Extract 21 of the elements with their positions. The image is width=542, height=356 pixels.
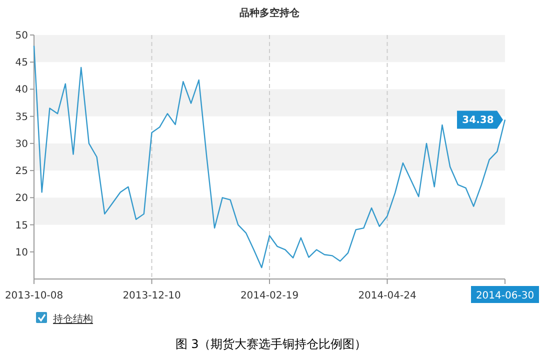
y-tick-label: 40 [15, 84, 28, 96]
x-tick-label: 2014-04-24 [358, 290, 416, 302]
caption: 图 3（期货大赛选手铜持仓比例图） [175, 337, 367, 351]
annotation: 34.38 [462, 115, 494, 126]
legend-label: 持仓结构 [53, 313, 93, 325]
y-tick-label: 15 [15, 220, 28, 232]
line-series [33, 45, 506, 268]
y-tick-label: 20 [15, 193, 28, 204]
y-tick-label: 45 [15, 58, 28, 69]
value-callout: 34.38 [457, 110, 503, 129]
y-tick-label: 30 [15, 138, 28, 150]
legend: 持仓结构 [36, 312, 93, 325]
y-tick-label: 35 [15, 112, 28, 123]
x-tick-label: 2013-12-10 [122, 290, 181, 302]
y-tick-label: 25 [15, 166, 28, 178]
y-tick-label: 10 [15, 247, 28, 258]
y-tick-label: 50 [15, 30, 28, 42]
x-tick-label: 2014-06-30 [476, 290, 534, 302]
x-tick-label: 2013-10-08 [4, 290, 64, 302]
chart-title: 品种多空持仓 [240, 7, 300, 19]
x-tick-label: 2014-02-19 [240, 290, 299, 302]
